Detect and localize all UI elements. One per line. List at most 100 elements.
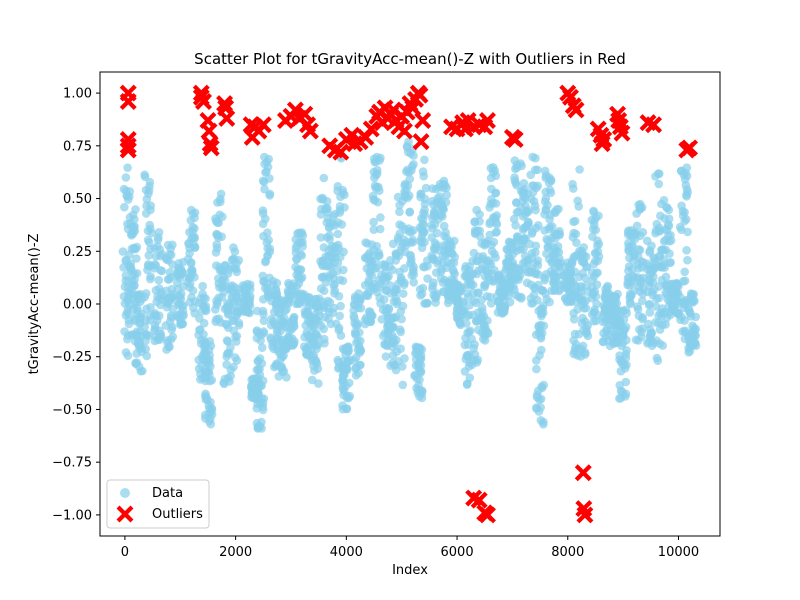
data-point xyxy=(521,251,530,261)
data-point xyxy=(211,248,221,257)
outlier-point xyxy=(119,137,137,155)
data-point xyxy=(366,310,375,319)
data-point xyxy=(569,228,578,238)
data-point xyxy=(144,238,154,247)
data-point xyxy=(334,323,344,333)
data-point xyxy=(296,238,306,248)
outlier-point xyxy=(119,93,137,110)
data-point xyxy=(589,316,599,326)
data-point xyxy=(588,275,597,285)
data-point xyxy=(511,221,520,230)
data-point xyxy=(551,208,560,217)
data-point xyxy=(198,281,207,291)
data-point xyxy=(239,282,249,292)
outlier-point xyxy=(645,116,663,134)
data-point xyxy=(526,170,535,180)
data-point xyxy=(253,365,263,374)
data-point xyxy=(311,330,321,340)
data-point xyxy=(153,242,162,251)
data-point xyxy=(232,310,242,320)
data-point xyxy=(316,284,326,293)
data-point xyxy=(151,252,161,261)
data-point xyxy=(561,281,570,291)
data-point xyxy=(505,297,515,307)
data-point xyxy=(223,337,233,346)
data-point xyxy=(442,190,452,200)
data-point xyxy=(333,266,342,276)
data-point xyxy=(534,407,544,416)
data-point xyxy=(644,319,653,329)
data-point xyxy=(440,231,449,241)
data-point xyxy=(253,399,262,409)
data-point xyxy=(445,279,455,289)
data-point xyxy=(394,357,403,366)
outlier-point xyxy=(301,122,319,140)
data-point xyxy=(141,344,150,354)
data-point xyxy=(334,291,344,301)
data-point xyxy=(319,173,329,183)
data-point xyxy=(514,292,523,302)
y-tick-label: 0.50 xyxy=(63,192,92,207)
data-point xyxy=(396,307,406,316)
legend-outliers-label: Outliers xyxy=(152,507,203,522)
data-point xyxy=(316,321,326,331)
data-point xyxy=(183,254,193,264)
data-point xyxy=(549,279,559,288)
data-point xyxy=(120,202,129,212)
data-point xyxy=(594,239,604,249)
data-point xyxy=(338,185,348,195)
x-tick-label: 2000 xyxy=(219,545,252,560)
data-point xyxy=(541,194,551,203)
data-point xyxy=(653,356,663,366)
data-point xyxy=(579,325,588,335)
data-point xyxy=(258,176,268,186)
data-point xyxy=(129,282,139,291)
y-tick-label: 0.75 xyxy=(63,139,92,154)
data-point xyxy=(575,165,584,174)
data-point xyxy=(365,317,374,326)
data-point xyxy=(429,211,439,220)
data-point xyxy=(570,329,580,339)
data-point xyxy=(683,188,692,197)
data-point xyxy=(356,360,365,370)
data-point xyxy=(615,381,624,390)
data-point xyxy=(276,336,285,345)
data-point xyxy=(232,331,242,341)
data-point xyxy=(627,290,636,300)
data-point xyxy=(262,157,272,167)
data-point xyxy=(140,292,150,302)
data-point xyxy=(623,228,633,237)
outlier-point xyxy=(479,112,496,129)
data-point xyxy=(428,184,437,193)
data-point xyxy=(142,330,152,340)
data-point xyxy=(150,310,159,320)
data-point xyxy=(173,310,182,320)
data-point xyxy=(398,289,408,298)
data-point xyxy=(212,240,221,249)
data-point xyxy=(145,220,154,230)
data-point xyxy=(533,386,543,396)
data-point xyxy=(195,325,204,335)
outlier-point xyxy=(218,109,236,127)
data-point xyxy=(351,330,361,339)
data-point xyxy=(291,262,300,272)
data-point xyxy=(228,294,237,303)
data-point xyxy=(123,163,132,172)
data-point xyxy=(140,322,149,332)
data-point xyxy=(480,282,489,292)
data-point xyxy=(676,315,685,325)
data-point xyxy=(226,371,235,381)
data-point xyxy=(292,254,301,264)
data-point xyxy=(318,297,327,307)
data-point xyxy=(314,379,323,388)
data-point xyxy=(587,310,597,319)
data-point xyxy=(460,264,470,274)
data-point xyxy=(543,200,552,210)
data-point xyxy=(570,288,579,297)
data-point xyxy=(417,238,427,247)
data-point xyxy=(485,276,495,285)
data-point xyxy=(134,362,144,372)
data-point xyxy=(491,253,500,262)
data-point xyxy=(265,189,275,199)
